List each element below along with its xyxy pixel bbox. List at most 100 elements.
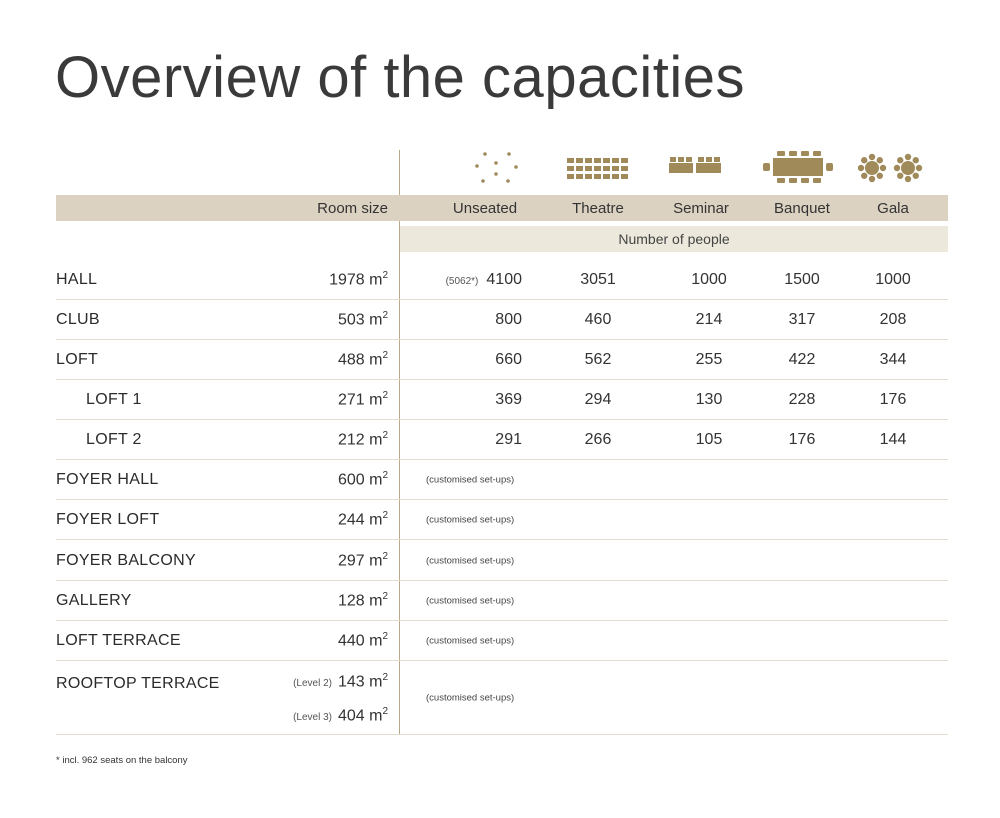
capacity-banquet: 1500 bbox=[784, 271, 820, 289]
unseated-dots-icon bbox=[475, 152, 518, 183]
size-value: 404 m bbox=[337, 707, 383, 725]
capacity-gala: 344 bbox=[880, 351, 907, 369]
col-header-gala: Gala bbox=[877, 200, 909, 217]
room-name: GALLERY bbox=[56, 591, 132, 609]
room-size: 297 m2 bbox=[338, 551, 388, 570]
column-divider bbox=[399, 150, 400, 735]
size-value: 1978 m bbox=[329, 271, 383, 289]
unit-superscript: 2 bbox=[382, 706, 388, 717]
table-row: GALLERY 128 m2 (customised set-ups) bbox=[56, 581, 948, 621]
room-size-header: Room size bbox=[317, 200, 388, 217]
header-band bbox=[56, 195, 948, 221]
capacity-value: 660 bbox=[495, 350, 522, 368]
capacity-gala: 176 bbox=[880, 391, 907, 409]
customised-setups-note: (customised set-ups) bbox=[426, 514, 515, 525]
col-header-unseated: Unseated bbox=[452, 200, 518, 217]
room-name: FOYER HALL bbox=[56, 470, 159, 488]
table-row: CLUB 503 m2 800 460 214 317 208 bbox=[56, 300, 948, 340]
table-row: LOFT 488 m2 660 562 255 422 344 bbox=[56, 340, 948, 380]
gala-round-tables-icon bbox=[858, 153, 923, 183]
customised-setups-note: (customised set-ups) bbox=[426, 692, 515, 704]
size-value: 297 m bbox=[337, 552, 383, 570]
capacity-unseated: 369 bbox=[495, 391, 522, 409]
capacity-value: 266 bbox=[584, 430, 612, 448]
capacity-value: 422 bbox=[788, 350, 816, 368]
capacity-value: 1500 bbox=[784, 270, 820, 288]
size-value: 128 m bbox=[337, 592, 383, 610]
unit-superscript: 2 bbox=[382, 551, 388, 562]
room-size: 440 m2 bbox=[338, 631, 388, 650]
theatre-rows-icon bbox=[567, 158, 628, 179]
room-size: 212 m2 bbox=[338, 430, 388, 449]
capacity-value: 1000 bbox=[875, 270, 911, 288]
capacity-gala: 208 bbox=[880, 311, 907, 329]
size-value: 503 m bbox=[337, 311, 383, 329]
customised-setups-note: (customised set-ups) bbox=[426, 555, 515, 566]
size-value: 271 m bbox=[337, 391, 383, 409]
capacity-value: 317 bbox=[788, 310, 816, 328]
footnote: * incl. 962 seats on the balcony bbox=[56, 755, 188, 766]
customised-setups-note: (customised set-ups) bbox=[426, 474, 515, 485]
capacity-value: 3051 bbox=[580, 270, 616, 288]
customised-setups-note: (customised set-ups) bbox=[426, 635, 515, 646]
room-size: (Level 3) 404 m2 bbox=[293, 706, 388, 725]
unit-superscript: 2 bbox=[382, 510, 388, 521]
capacity-gala: 1000 bbox=[875, 271, 911, 289]
capacity-value: 800 bbox=[495, 310, 522, 328]
capacity-value: 144 bbox=[879, 430, 907, 448]
capacity-theatre: 294 bbox=[585, 391, 612, 409]
room-size: 1978 m2 bbox=[329, 270, 388, 289]
capacity-banquet: 317 bbox=[789, 311, 816, 329]
unit-superscript: 2 bbox=[382, 591, 388, 602]
capacity-value: 176 bbox=[879, 390, 907, 408]
capacity-value: 214 bbox=[695, 310, 723, 328]
table-row: LOFT 2 212 m2 291 266 105 176 144 bbox=[56, 420, 948, 460]
capacity-value: 4100 bbox=[486, 270, 522, 288]
unit-superscript: 2 bbox=[382, 470, 388, 481]
capacity-gala: 144 bbox=[880, 431, 907, 449]
room-size: 488 m2 bbox=[338, 350, 388, 369]
table-row: HALL 1978 m2 (5062*) 4100 3051 1000 1500 1000 bbox=[56, 260, 948, 300]
room-name: CLUB bbox=[56, 310, 100, 328]
room-size: 503 m2 bbox=[338, 310, 388, 329]
size-value: 488 m bbox=[337, 351, 383, 369]
capacity-value: 176 bbox=[788, 430, 816, 448]
unit-superscript: 2 bbox=[382, 350, 388, 361]
capacity-seminar: 105 bbox=[696, 431, 723, 449]
col-header-banquet: Banquet bbox=[774, 200, 830, 217]
unit-superscript: 2 bbox=[382, 310, 388, 321]
capacity-unseated: 660 bbox=[495, 351, 522, 369]
table-row: LOFT 1 271 m2 369 294 130 228 176 bbox=[56, 380, 948, 420]
capacity-banquet: 228 bbox=[789, 391, 816, 409]
room-size: 128 m2 bbox=[338, 591, 388, 610]
capacity-value: 294 bbox=[584, 390, 612, 408]
room-name: LOFT 2 bbox=[86, 430, 142, 448]
room-name: FOYER BALCONY bbox=[56, 551, 196, 569]
table-row: LOFT TERRACE 440 m2 (customised set-ups) bbox=[56, 621, 948, 661]
capacity-banquet: 176 bbox=[789, 431, 816, 449]
capacity-value: 344 bbox=[879, 350, 907, 368]
capacity-banquet: 422 bbox=[789, 351, 816, 369]
room-size: 271 m2 bbox=[338, 390, 388, 409]
table-row: FOYER HALL 600 m2 (customised set-ups) bbox=[56, 460, 948, 500]
capacity-value: 369 bbox=[495, 390, 522, 408]
capacity-unseated: (5062*) 4100 bbox=[446, 271, 522, 289]
unit-superscript: 2 bbox=[382, 270, 388, 281]
room-size: (Level 2) 143 m2 bbox=[293, 672, 388, 691]
capacity-value: 105 bbox=[695, 430, 723, 448]
size-value: 440 m bbox=[337, 632, 383, 650]
capacity-unseated: 800 bbox=[495, 311, 522, 329]
room-name: FOYER LOFT bbox=[56, 510, 160, 528]
room-size: 244 m2 bbox=[338, 510, 388, 529]
number-of-people-band bbox=[400, 226, 948, 252]
room-name: LOFT bbox=[56, 350, 99, 368]
number-of-people-label: Number of people bbox=[618, 231, 730, 247]
level-label: (Level 3) bbox=[293, 712, 332, 724]
capacity-value: 228 bbox=[788, 390, 816, 408]
capacity-value: 460 bbox=[584, 310, 612, 328]
level-label: (Level 2) bbox=[293, 678, 332, 690]
room-size: 600 m2 bbox=[338, 470, 388, 489]
capacity-unseated: 291 bbox=[495, 431, 522, 449]
banquet-table-icon bbox=[763, 151, 833, 183]
page-title: Overview of the capacities bbox=[55, 45, 745, 110]
